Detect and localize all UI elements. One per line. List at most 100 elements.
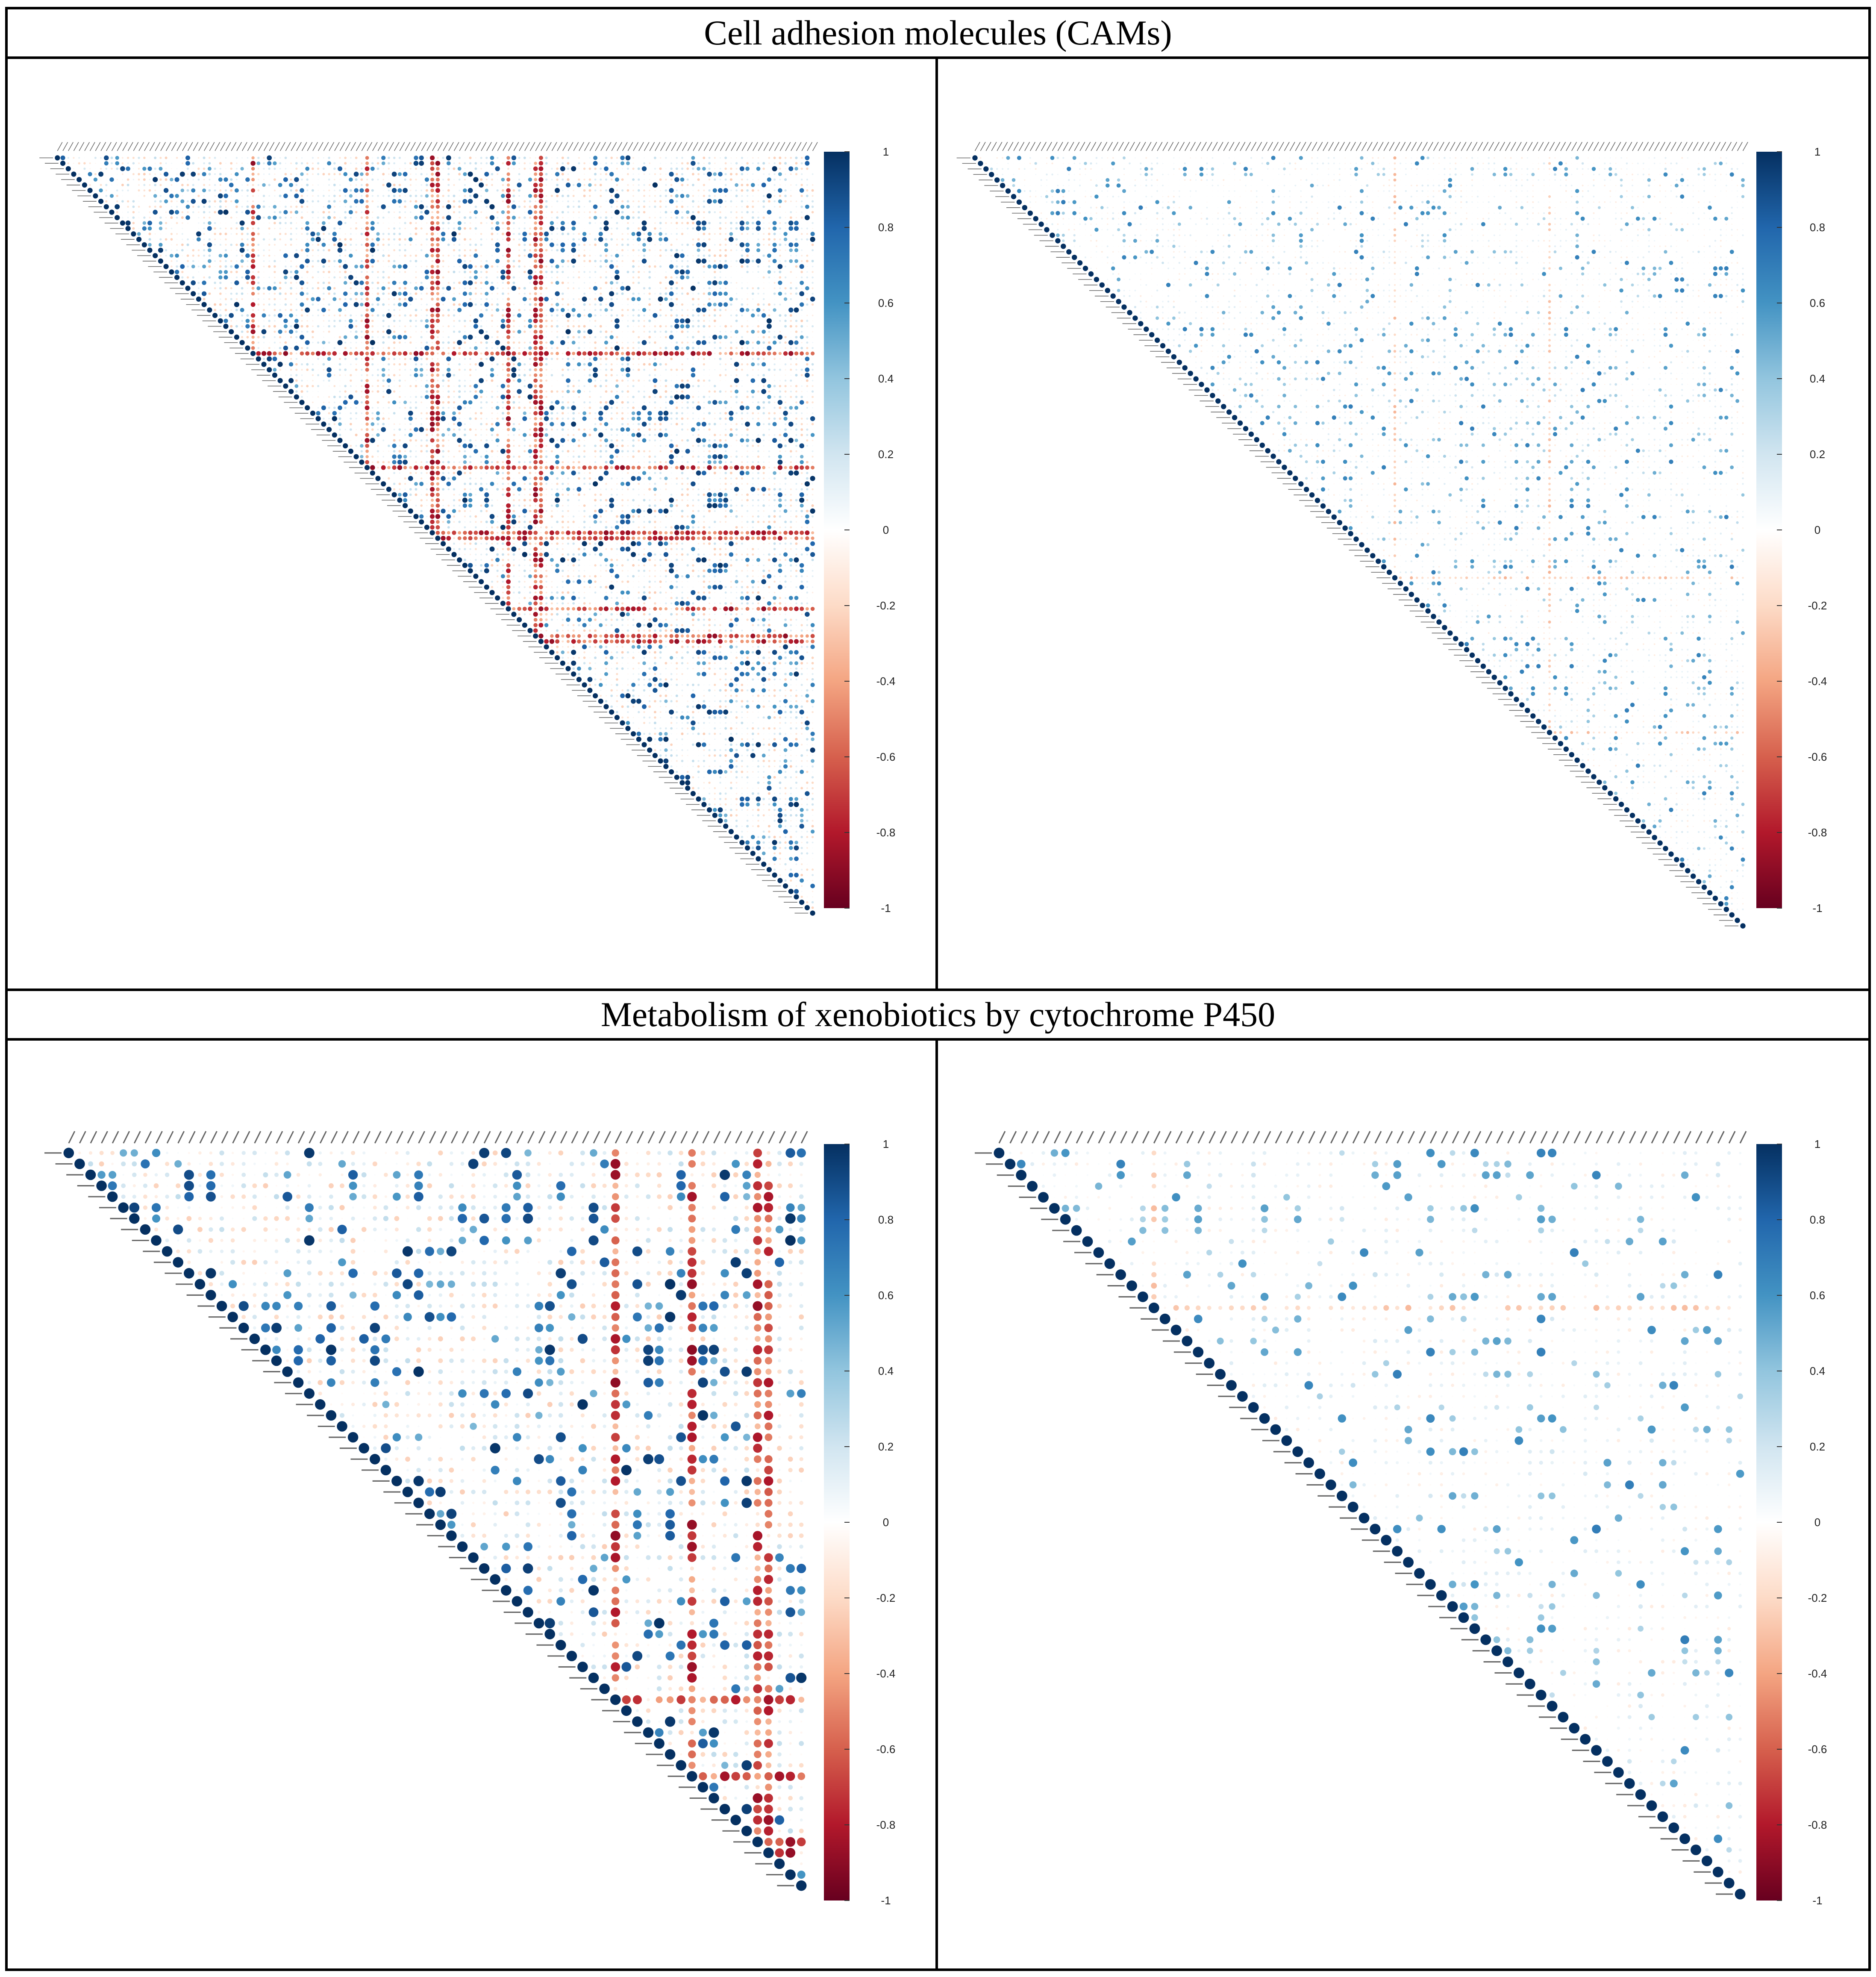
correlation-cell [779,368,781,371]
correlation-cell [670,222,673,224]
correlation-cell [214,156,216,159]
correlation-cell [681,249,683,251]
correlation-cell [616,217,618,218]
correlation-cell [104,161,109,166]
correlation-cell [372,217,373,218]
correlation-cell [138,189,140,192]
correlation-cell [669,188,674,193]
correlation-cell [491,265,494,268]
correlation-cell [610,195,613,197]
correlation-cell [301,233,303,235]
correlation-cell [696,351,701,356]
correlation-cell [241,304,243,305]
correlation-cell [185,285,191,291]
correlation-cell [446,356,451,362]
correlation-cell [480,195,482,197]
correlation-cell [269,342,270,343]
correlation-cell [257,271,260,273]
correlation-cell [155,217,156,218]
correlation-cell [323,298,325,300]
correlation-cell [235,232,238,235]
correlation-cell [322,287,325,290]
correlation-cell [448,304,449,305]
correlation-cell [338,298,341,300]
correlation-cell [431,211,434,214]
correlation-cell [805,286,809,291]
correlation-cell [371,282,374,284]
correlation-cell [376,352,380,355]
correlation-cell [420,303,422,306]
correlation-cell [421,255,422,256]
correlation-cell [365,281,369,285]
correlation-cell [555,172,560,177]
correlation-cell [621,292,624,295]
correlation-cell [381,373,385,377]
correlation-cell [583,211,585,213]
correlation-cell [218,193,223,199]
correlation-cell [741,347,743,349]
correlation-cell [745,242,750,247]
correlation-cell [252,200,254,203]
correlation-cell [116,179,118,180]
correlation-cell [789,248,793,252]
correlation-cell [806,222,808,224]
correlation-cell [681,173,684,176]
correlation-cell [354,199,359,204]
correlation-cell [654,189,656,191]
correlation-cell [198,163,199,164]
correlation-cell [659,222,662,224]
correlation-cell [245,324,250,329]
correlation-cell [338,173,341,176]
correlation-cell [382,298,384,300]
correlation-cell [257,347,260,349]
correlation-cell [811,243,814,246]
correlation-cell [490,161,494,166]
correlation-cell [762,362,766,367]
correlation-cell [404,178,406,181]
correlation-cell [187,222,188,224]
correlation-cell [300,216,303,219]
correlation-cell [464,368,466,371]
correlation-cell [545,287,548,289]
correlation-cell [353,171,359,177]
correlation-cell [323,314,325,317]
correlation-cell [730,200,732,203]
correlation-cell [250,324,256,329]
correlation-cell [251,243,255,247]
correlation-cell [327,161,332,166]
correlation-cell [181,233,183,235]
correlation-cell [312,358,314,360]
correlation-cell [812,315,814,316]
correlation-cell [409,319,412,322]
correlation-cell [638,320,640,322]
correlation-cell [273,341,276,344]
correlation-cell [312,260,314,262]
correlation-cell [435,226,440,231]
correlation-cell [214,222,216,224]
correlation-cell [301,222,303,224]
correlation-cell [328,315,330,317]
correlation-cell [436,362,440,366]
correlation-cell [322,281,325,284]
correlation-cell [741,183,744,186]
correlation-cell [354,335,358,339]
correlation-cell [250,351,256,356]
correlation-cell [388,303,390,306]
correlation-cell [240,227,244,230]
correlation-cell [372,277,373,278]
correlation-cell [273,351,277,356]
correlation-cell [230,162,233,165]
correlation-cell [446,373,451,378]
correlation-cell [496,221,500,225]
correlation-cell [584,374,585,376]
correlation-cell [665,314,667,317]
correlation-cell [507,297,510,301]
correlation-cell [497,374,499,376]
correlation-cell [219,287,222,290]
correlation-cell [469,222,471,224]
correlation-cell [512,341,515,344]
correlation-cell [741,173,744,176]
correlation-cell [263,222,265,224]
correlation-cell [377,195,379,197]
correlation-cell [649,173,650,175]
